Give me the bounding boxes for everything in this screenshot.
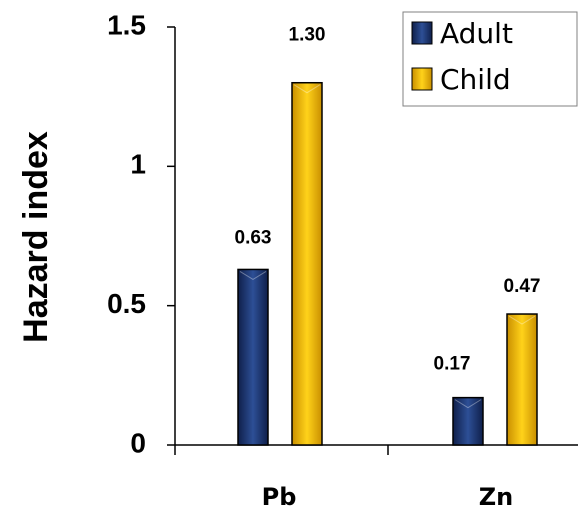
y-tick-label: 1 <box>130 149 146 180</box>
bar-child-zn <box>506 313 538 446</box>
bar-bevel <box>454 399 482 409</box>
x-axis-category-labels: Pb Zn <box>262 483 514 511</box>
legend-label-child: Child <box>440 63 511 96</box>
bar-bevel <box>508 315 536 325</box>
y-axis-label: Hazard index <box>17 131 55 343</box>
x-category-label-zn: Zn <box>479 483 514 511</box>
data-label-child-pb: 1.30 <box>289 25 326 46</box>
bar-child-pb <box>291 81 323 446</box>
bar-adult-zn <box>452 396 484 446</box>
legend: Adult Child <box>402 11 578 107</box>
bars: 0.63 0.17 1.30 0.47 <box>235 25 541 446</box>
data-label-adult-pb: 0.63 <box>235 227 272 248</box>
legend-swatch-child <box>411 67 433 91</box>
y-tick-label: 0.5 <box>107 288 146 319</box>
bar-bevel <box>293 84 321 94</box>
y-tick-label: 1.5 <box>107 9 146 40</box>
x-category-label-pb: Pb <box>262 483 297 511</box>
legend-swatch-adult <box>411 21 433 45</box>
y-tick-label: 0 <box>130 427 146 458</box>
bar-adult-pb <box>237 268 269 446</box>
data-label-adult-zn: 0.17 <box>434 354 471 375</box>
bar-bevel <box>239 271 267 281</box>
data-label-child-zn: 0.47 <box>504 276 541 297</box>
y-axis-ticks: 0 0.5 1 1.5 <box>107 9 175 458</box>
legend-label-adult: Adult <box>440 17 513 50</box>
